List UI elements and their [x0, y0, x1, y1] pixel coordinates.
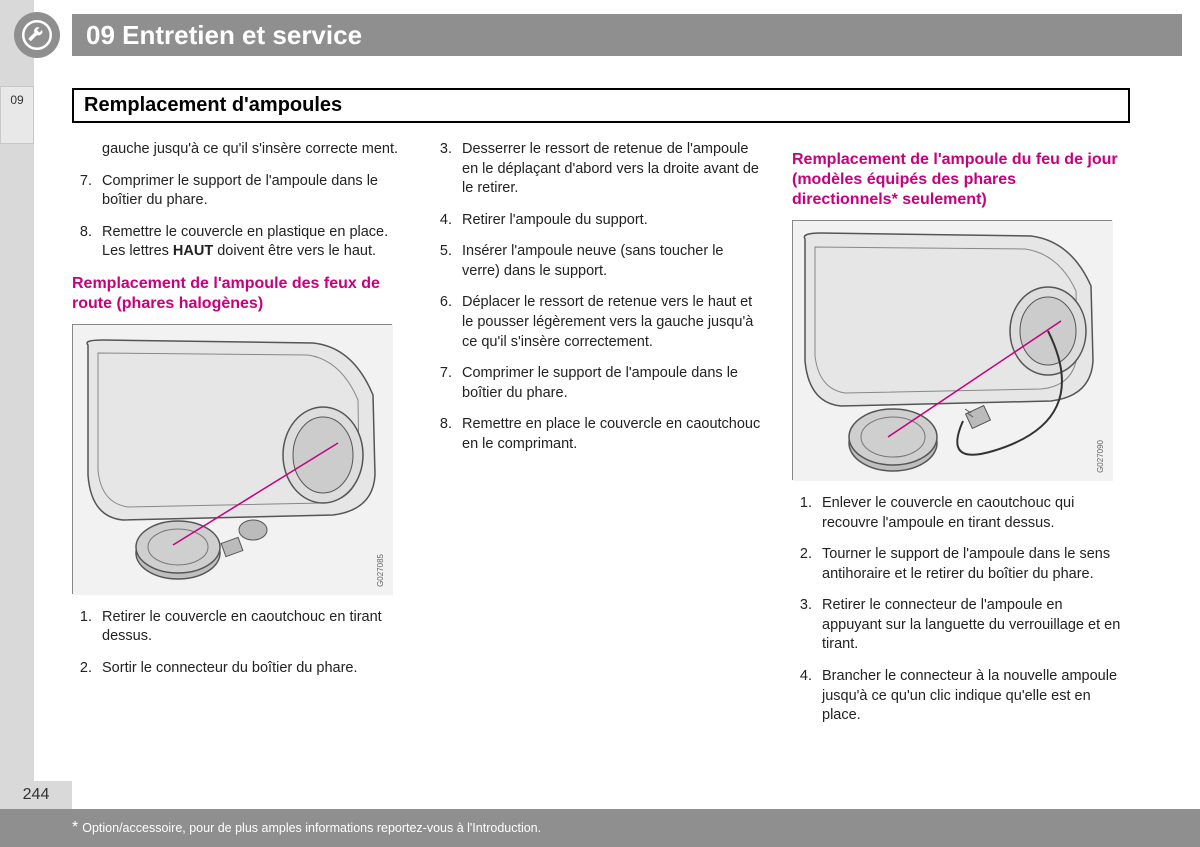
list-item: Comprimer le support de l'ampoule dans l…	[456, 364, 762, 403]
page-number: 244	[0, 781, 72, 809]
tab-label: 09	[10, 93, 23, 107]
continuation-text: gauche jusqu'à ce qu'il s'insère correct…	[72, 140, 402, 160]
subheading-drl: Remplacement de l'ampoule du feu de jour…	[792, 150, 1122, 210]
section-title: Remplacement d'ampoules	[84, 94, 342, 116]
list-item: Remettre en place le couvercle en caoutc…	[456, 415, 762, 454]
list-item: Comprimer le support de l'ampoule dans l…	[96, 172, 402, 211]
list-item: Retirer le connecteur de l'ampoule en ap…	[816, 596, 1122, 655]
footer-bar: * Option/accessoire, pour de plus amples…	[0, 809, 1200, 847]
figure-halogen: G027085	[72, 324, 392, 594]
list-item: Desserrer le ressort de retenue de l'amp…	[456, 140, 762, 199]
list-item: Enlever le couvercle en caoutchouc qui r…	[816, 494, 1122, 533]
list-item: Retirer l'ampoule du support.	[456, 211, 762, 231]
column-2: Desserrer le ressort de retenue de l'amp…	[432, 140, 762, 738]
figure-code: G027085	[376, 554, 387, 587]
asterisk-icon: *	[72, 819, 78, 837]
list-item: Brancher le connecteur à la nouvelle amp…	[816, 667, 1122, 726]
list-item: Sortir le connecteur du boîtier du phare…	[96, 659, 402, 679]
list-item: Remettre le couvercle en plastique en pl…	[96, 223, 402, 262]
figure-code: G027090	[1096, 440, 1107, 473]
list-item: Déplacer le ressort de retenue vers le h…	[456, 293, 762, 352]
column-3: Remplacement de l'ampoule du feu de jour…	[792, 140, 1122, 738]
side-tab: 09	[0, 86, 34, 144]
section-title-box: Remplacement d'ampoules	[72, 88, 1130, 123]
content-columns: gauche jusqu'à ce qu'il s'insère correct…	[72, 140, 1132, 738]
list-item: Retirer le couvercle en caoutchouc en ti…	[96, 608, 402, 647]
chapter-header: 09 Entretien et service	[72, 14, 1182, 56]
chapter-title: 09 Entretien et service	[86, 20, 362, 51]
list-item: Insérer l'ampoule neuve (sans toucher le…	[456, 242, 762, 281]
wrench-icon	[14, 12, 60, 58]
footer-note: Option/accessoire, pour de plus amples i…	[82, 821, 541, 835]
column-1: gauche jusqu'à ce qu'il s'insère correct…	[72, 140, 402, 738]
subheading-halogen: Remplacement de l'ampoule des feux de ro…	[72, 274, 402, 314]
figure-drl: G027090	[792, 220, 1112, 480]
list-item: Tourner le support de l'ampoule dans le …	[816, 545, 1122, 584]
